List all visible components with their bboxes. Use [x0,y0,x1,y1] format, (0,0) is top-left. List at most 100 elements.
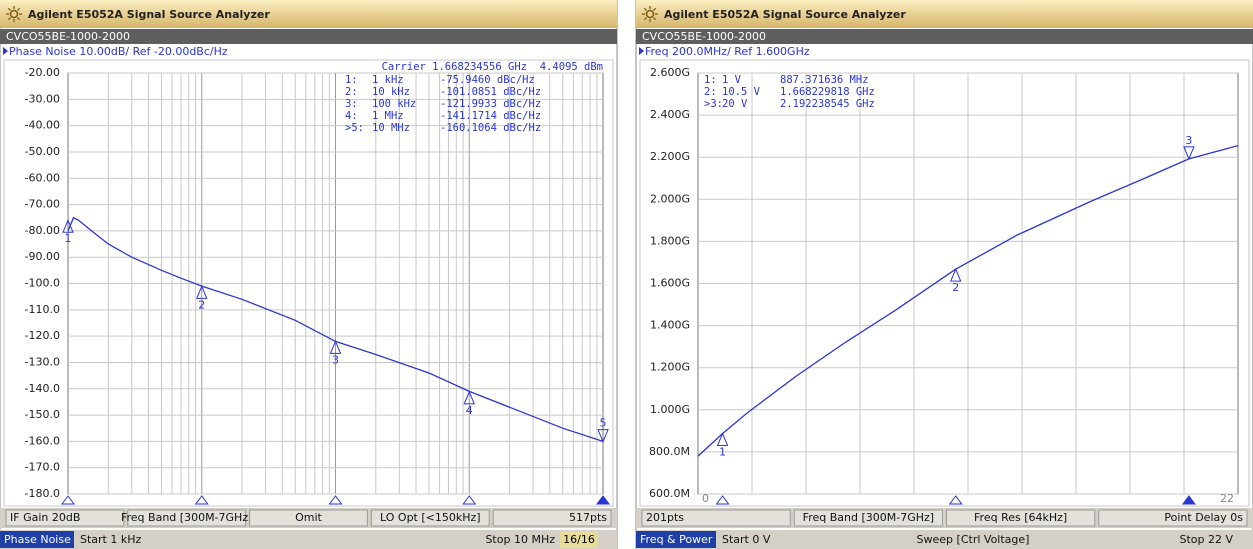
app-icon-ray [653,7,657,11]
x-tick-label: 22 [1220,492,1234,505]
marker-position [194,495,209,505]
y-tick-label: -160.0 [25,434,60,447]
softkey [946,509,1096,527]
trace-arrow [639,47,644,55]
y-tick-label: 600.0M [649,487,690,500]
softkey [5,509,125,527]
status-cell [560,531,598,548]
marker-stimulus: 20 V [722,98,748,110]
marker-value: -75.9460 dBc/Hz [440,74,535,86]
app-icon-ray [7,7,11,11]
marker-tag: >5: [345,122,364,134]
marker [1183,146,1195,161]
softkey [370,509,490,527]
marker-tag: 3: [345,98,358,110]
window-title: Agilent E5052A Signal Source Analyzer [664,8,906,21]
marker-id: 2 [952,281,959,294]
softkey [492,509,612,527]
marker-stimulus: 10 MHz [372,122,410,134]
chart: 600.0M 800.0M 1.000G 1.200G 1.400G 1.600G 1.80… [649,66,1239,505]
softkey-label: Point Delay 0s [1164,511,1243,524]
y-tick-label: 2.600G [650,66,690,79]
y-tick-label: -30.00 [25,92,60,105]
y-tick-label: -60.00 [25,171,60,184]
marker-id: 1 [719,446,726,459]
app-icon-ray [7,17,11,21]
marker-position [948,495,963,505]
marker-id: 2 [198,298,205,311]
marker-id: 5 [600,417,607,430]
softkey-label: Freq Band [300M-7GHz] [121,511,252,524]
chart: -20.00 -30.00 -40.00 -50.00 -60.00 -70.00 -80.… [25,61,610,505]
marker-id: 3 [1185,134,1192,147]
marker-value: 2.192238545 GHz [780,98,875,110]
marker [62,218,74,233]
y-tick-label: -170.0 [25,461,60,474]
status-cell [636,531,716,548]
subtitle-bar [0,29,617,44]
status-item: Start 1 kHz [80,533,142,546]
trace [67,216,604,443]
marker-position [715,495,730,505]
subtitle-bar [636,29,1253,44]
marker-stimulus: 10.5 V [722,86,761,98]
y-tick-label: -70.00 [25,198,60,211]
status-item: Phase Noise [4,533,71,546]
y-tick-label: -120.0 [25,329,60,342]
marker-tag: 2: [345,86,358,98]
y-tick-label: -100.0 [25,277,60,290]
marker-value: 887.371636 MHz [780,74,869,86]
y-tick-label: -140.0 [25,382,60,395]
carrier-power: 4.4095 dBm [540,61,603,73]
y-tick-label: 2.400G [650,108,690,121]
app-icon-ray [17,17,21,21]
marker-position [328,495,343,505]
marker-tag: 4: [345,110,358,122]
marker-stimulus: 10 kHz [372,86,410,98]
y-tick-label: 1.000G [650,403,690,416]
window-title: Agilent E5052A Signal Source Analyzer [28,8,270,21]
status-item: Sweep [Ctrl Voltage] [917,533,1030,546]
status-item: Freq & Power [640,533,713,546]
status-cell [0,531,74,548]
marker-value: -141.1714 dBc/Hz [440,110,541,122]
softkey [793,509,943,527]
softkey-label: IF Gain 20dB [10,511,80,524]
x-tick-label: 0 [702,492,709,505]
title-bar [636,0,1253,28]
softkey [641,509,791,527]
marker [463,390,475,405]
y-tick-label: -150.0 [25,408,60,421]
y-tick-label: 1.200G [650,361,690,374]
softkey-label: Freq Res [64kHz] [974,511,1067,524]
carrier-frequency: Carrier 1.668234556 GHz [382,61,527,73]
marker-stimulus: 1 V [722,74,742,86]
softkey-label: Freq Band [300M-7GHz] [803,511,934,524]
marker-stimulus: 1 MHz [372,110,404,122]
y-tick-label: -40.00 [25,119,60,132]
softkey-label: Omit [295,511,322,524]
softkey-label: LO Opt [<150kHz] [380,511,481,524]
y-tick-label: -180.0 [25,487,60,500]
marker-tag: 1: [704,74,717,86]
marker-id: 3 [332,353,339,366]
marker-id: 4 [466,404,473,417]
trace-arrow [3,47,8,55]
marker [716,432,729,447]
app-icon [9,9,19,19]
y-tick-label: 2.000G [650,192,690,205]
marker-tag: 1: [345,74,358,86]
y-tick-label: 1.800G [650,234,690,247]
status-bar [636,530,1253,549]
softkey-label: 517pts [569,511,607,524]
marker-tag: >3: [704,98,723,110]
softkey [1098,509,1248,527]
softkey [249,509,368,527]
y-tick-label: -20.00 [25,66,60,79]
softkey-label: 201pts [646,511,684,524]
y-tick-label: -90.00 [25,250,60,263]
marker-stimulus: 1 kHz [372,74,404,86]
title-bar [0,0,617,28]
marker [329,340,342,354]
softkey [127,509,247,527]
